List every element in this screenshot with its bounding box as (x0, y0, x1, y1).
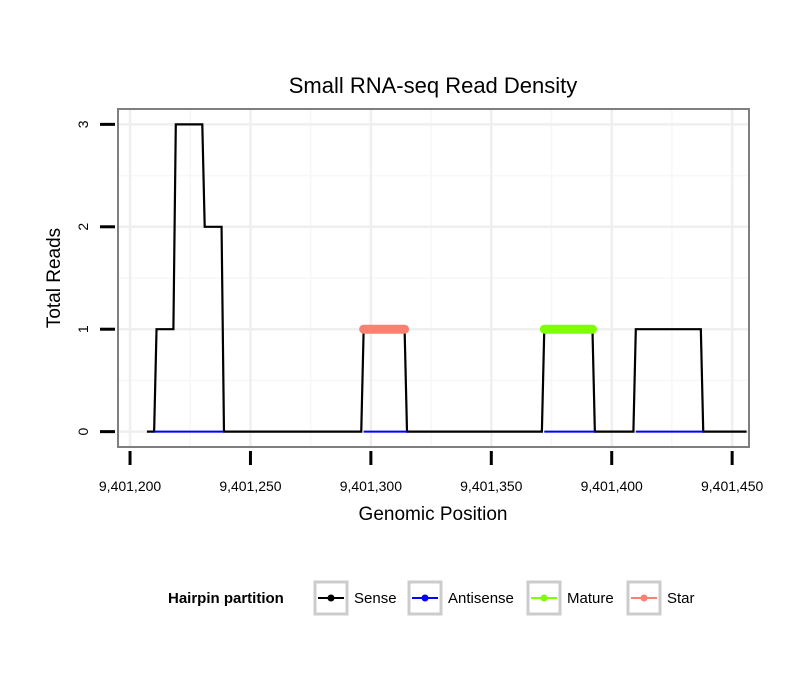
legend-key-point (421, 594, 429, 602)
legend-label: Antisense (448, 590, 514, 607)
legend-key-point (640, 594, 648, 602)
y-axis-title: Total Reads (44, 228, 65, 328)
legend-key-point (540, 594, 548, 602)
series-point-star (400, 325, 409, 334)
legend-item-star: Star (626, 580, 695, 616)
legend-label: Sense (354, 590, 397, 607)
legend-label: Star (667, 590, 695, 607)
legend-label: Mature (567, 590, 614, 607)
legend-key-point (327, 594, 335, 602)
y-tick-label: 1 (75, 325, 91, 333)
x-tick-label: 9,401,250 (219, 478, 281, 494)
legend: Hairpin partition Sense Antisense Mature St… (168, 580, 695, 616)
series-point-mature (588, 325, 597, 334)
y-tick-label: 0 (75, 428, 91, 436)
y-tick-label: 3 (75, 120, 91, 128)
grid-lines (118, 109, 749, 447)
x-tick-label: 9,401,450 (701, 478, 763, 494)
chart-title: Small RNA-seq Read Density (289, 73, 578, 98)
x-tick-label: 9,401,200 (99, 478, 161, 494)
plot-panel (117, 108, 750, 448)
y-axis: 0 1 2 3 (75, 120, 115, 436)
legend-title: Hairpin partition (168, 590, 284, 607)
x-axis-title: Genomic Position (359, 504, 508, 525)
legend-item-mature: Mature (526, 580, 614, 616)
x-tick-label: 9,401,400 (581, 478, 643, 494)
x-tick-label: 9,401,300 (340, 478, 402, 494)
x-tick-label: 9,401,350 (460, 478, 522, 494)
x-axis: 9,401,200 9,401,250 9,401,300 9,401,350 9,40… (99, 451, 763, 494)
y-tick-label: 2 (75, 223, 91, 231)
legend-item-antisense: Antisense (407, 580, 514, 616)
series-layer (146, 123, 747, 433)
legend-item-sense: Sense (313, 580, 397, 616)
